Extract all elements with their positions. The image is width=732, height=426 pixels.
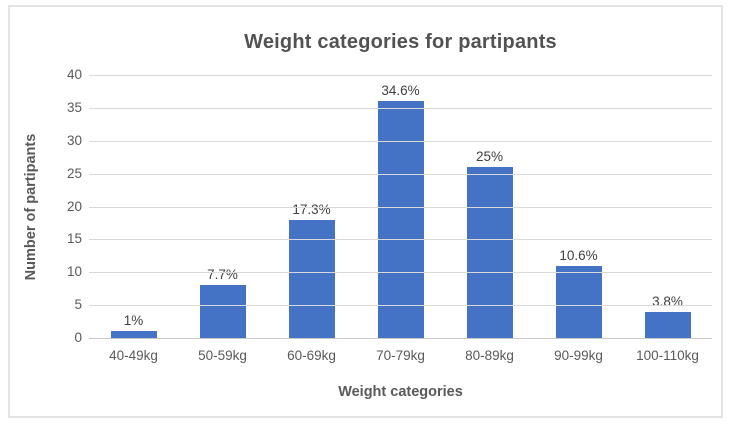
chart-frame: Weight categories for partipants Number … xyxy=(8,5,723,418)
y-tick-label: 40 xyxy=(66,67,82,82)
x-tick-label: 100-110kg xyxy=(636,348,699,363)
bar xyxy=(199,285,246,338)
bar xyxy=(110,331,157,338)
plot-area: 1% 7.7% 17.3% 34.6% 25% 10.6% 3.8% xyxy=(89,75,712,339)
gridline xyxy=(89,75,712,76)
bar xyxy=(644,311,691,338)
x-tick-label: 90-99kg xyxy=(554,348,603,363)
y-tick-label: 0 xyxy=(74,330,82,345)
bar-slot: 7.7% xyxy=(178,75,267,338)
x-axis-tick-labels: 40-49kg 50-59kg 60-69kg 70-79kg 80-89kg 90-99… xyxy=(89,348,712,363)
y-tick-label: 20 xyxy=(66,198,82,214)
bar-data-label: 10.6% xyxy=(559,247,598,263)
bar-data-label: 3.8% xyxy=(652,293,683,309)
gridline xyxy=(89,140,712,142)
bar xyxy=(555,265,602,338)
x-tick-label: 60-69kg xyxy=(287,348,336,363)
bar-data-label: 7.7% xyxy=(207,267,238,283)
chart-title: Weight categories for partipants xyxy=(244,31,557,53)
bar xyxy=(288,219,335,338)
x-tick-label: 40-49kg xyxy=(109,348,158,363)
y-tick-label: 5 xyxy=(74,297,82,313)
bar-slot: 25% xyxy=(445,75,534,338)
bar-data-label: 1% xyxy=(123,313,144,329)
bar-data-label: 25% xyxy=(475,149,504,165)
gridline xyxy=(89,107,712,109)
y-axis-tick-labels: 0 5 10 15 20 25 30 35 40 xyxy=(30,67,82,345)
gridline xyxy=(89,305,712,307)
x-tick-label: 50-59kg xyxy=(198,348,247,363)
bar-slot: 10.6% xyxy=(534,75,623,338)
x-tick-label: 70-79kg xyxy=(376,348,425,363)
y-tick-label: 10 xyxy=(66,264,82,280)
bars-container: 1% 7.7% 17.3% 34.6% 25% 10.6% 3.8% xyxy=(89,75,712,338)
y-tick-label: 35 xyxy=(66,99,82,115)
bar-data-label: 17.3% xyxy=(292,201,331,217)
bar xyxy=(377,101,424,338)
y-tick-label: 15 xyxy=(66,231,82,247)
bar-data-label: 34.6% xyxy=(381,83,420,99)
gridline xyxy=(89,272,712,274)
gridline xyxy=(89,239,712,241)
x-tick-label: 80-89kg xyxy=(465,348,514,363)
gridline xyxy=(89,206,712,208)
bar xyxy=(466,167,513,338)
bar-slot: 1% xyxy=(89,75,178,338)
y-tick-label: 25 xyxy=(66,165,82,181)
y-tick-label: 30 xyxy=(66,132,82,148)
bar-slot: 3.8% xyxy=(623,75,712,338)
gridline xyxy=(89,173,712,175)
x-axis-title: Weight categories xyxy=(338,384,463,400)
